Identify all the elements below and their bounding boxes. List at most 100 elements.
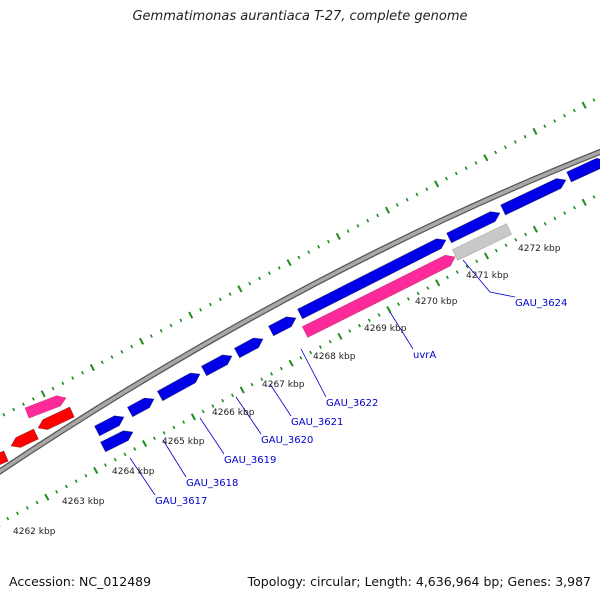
outer-tick — [454, 171, 458, 176]
scale-label-4268: 4268 kbp — [313, 352, 356, 362]
gene-arrow-gau-3620 — [200, 354, 233, 377]
inner-tick — [553, 216, 557, 221]
outer-tick — [474, 161, 478, 165]
gene-arrow-forward-long — [297, 238, 447, 320]
outer-tick — [464, 166, 468, 170]
outer-tick — [179, 318, 183, 323]
outer-tick — [22, 402, 25, 407]
accession-text: Accession: NC_012489 — [9, 574, 152, 589]
outer-tick — [592, 98, 596, 102]
gene-label-gau-3622: GAU_3622 — [326, 398, 378, 409]
outer-tick — [425, 187, 429, 191]
inner-tick — [64, 484, 68, 489]
inner-tick — [318, 345, 322, 349]
outer-tick — [208, 302, 212, 307]
inner-tick — [328, 339, 332, 344]
topology-text: Topology: circular; Length: 4,636,964 bp… — [247, 574, 591, 589]
inner-tick — [543, 222, 547, 226]
genome-backbone — [0, 148, 600, 475]
map-title: Gemmatimonas aurantiaca T-27, complete g… — [132, 9, 468, 24]
inner-tick — [201, 409, 205, 414]
scale-label-4270: 4270 kbp — [415, 297, 458, 307]
inner-tick — [524, 232, 528, 237]
outer-tick — [523, 134, 527, 139]
inner-tick — [239, 386, 245, 394]
outer-tick — [89, 363, 95, 372]
outer-tick — [445, 176, 448, 181]
outer-tick — [326, 239, 330, 244]
gene-arrow-reverse-b — [10, 428, 39, 448]
gene-arrow-gau-3622 — [268, 316, 297, 337]
inner-tick — [299, 356, 303, 360]
outer-tick — [346, 229, 350, 233]
gene-arrow-forward-a — [446, 211, 501, 244]
inner-tick — [221, 398, 225, 403]
inner-tick — [288, 359, 294, 367]
outer-tick — [248, 281, 252, 286]
inner-tick — [465, 264, 469, 269]
outer-tick — [384, 206, 390, 214]
outer-tick — [40, 390, 46, 398]
outer-tick — [297, 255, 301, 260]
inner-tick — [514, 238, 518, 242]
inner-tick — [397, 302, 401, 307]
label-leader-line — [300, 348, 327, 398]
outer-tick — [228, 292, 232, 296]
inner-tick — [6, 516, 10, 521]
inner-tick — [44, 493, 50, 501]
scale-label-4266: 4266 kbp — [212, 408, 255, 418]
inner-tick — [337, 332, 343, 340]
inner-tick — [563, 211, 567, 215]
scale-label-4267: 4267 kbp — [262, 380, 305, 390]
outer-tick — [581, 101, 587, 109]
inner-tick — [182, 420, 186, 424]
scale-label-4265: 4265 kbp — [162, 437, 205, 447]
scale-label-4271: 4271 kbp — [466, 271, 509, 281]
inner-tick — [104, 463, 107, 467]
outer-tick — [277, 266, 281, 270]
inner-tick — [367, 318, 371, 323]
inner-tick — [581, 198, 587, 206]
inner-tick — [406, 297, 410, 301]
outer-tick — [307, 250, 311, 254]
scale-label-4264: 4264 kbp — [112, 467, 155, 477]
label-leaders — [129, 259, 516, 496]
inner-tick — [84, 473, 88, 478]
label-leader-line — [389, 311, 414, 350]
inner-tick — [445, 275, 449, 280]
inner-tick — [93, 466, 99, 474]
scale-label-4272: 4272 kbp — [518, 244, 561, 254]
outer-tick — [71, 376, 75, 380]
gene-arrow-forward-c — [566, 157, 600, 183]
scale-labels: 4262 kbp 4263 kbp 4264 kbp 4265 kbp 4266… — [13, 244, 561, 537]
outer-tick — [572, 108, 576, 113]
outer-tick — [434, 180, 440, 188]
inner-tick — [504, 243, 508, 248]
outer-tick — [218, 297, 222, 302]
inner-tick — [386, 306, 392, 314]
outer-tick — [376, 213, 380, 218]
outer-tick — [199, 308, 203, 312]
inner-tick — [426, 286, 430, 290]
outer-tick — [31, 397, 35, 401]
outer-tick — [483, 154, 489, 162]
inner-tick — [455, 270, 459, 274]
gene-label-uvra: uvrA — [413, 350, 436, 361]
gene-features — [0, 157, 600, 465]
inner-tick — [435, 279, 441, 287]
inner-tick — [74, 479, 78, 483]
inner-tick — [309, 350, 313, 355]
label-leader-line — [269, 383, 292, 417]
inner-tick — [572, 205, 576, 210]
gene-label-gau-3618: GAU_3618 — [186, 478, 238, 489]
gene-labels: GAU_3617 GAU_3618 GAU_3619 GAU_3620 GAU_… — [155, 298, 567, 507]
scale-label-4263: 4263 kbp — [62, 497, 105, 507]
inner-tick — [260, 377, 264, 382]
outer-tick — [267, 271, 271, 275]
gene-arrow-forward-b — [500, 178, 567, 216]
outer-tick — [2, 412, 6, 417]
inner-tick — [494, 248, 498, 253]
outer-tick — [494, 150, 498, 155]
inner-tick — [532, 225, 538, 233]
outer-tick — [553, 119, 557, 123]
